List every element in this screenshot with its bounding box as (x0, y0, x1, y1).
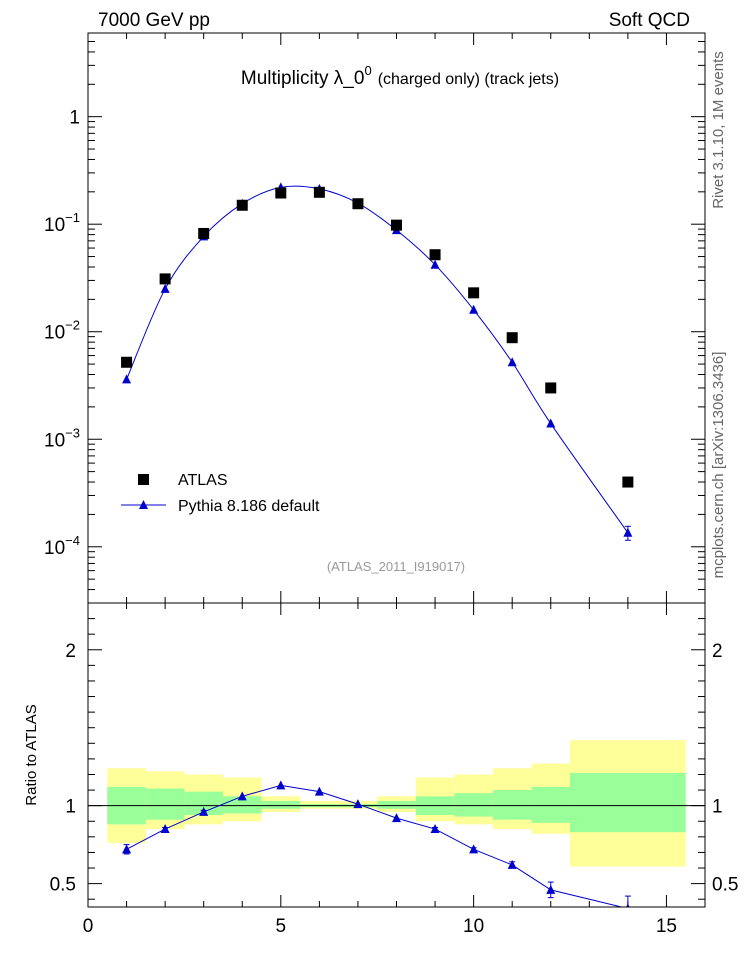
pythia-point (623, 527, 633, 537)
atlas-point (429, 249, 441, 261)
ratio-xtick-label: 10 (463, 916, 484, 937)
ratio-panel: 0 5 10 15 0.5 0.5 1 1 2 2 Ratio to ATLAS (23, 602, 738, 937)
atlas-point (236, 199, 248, 211)
ratio-pythia-point (353, 799, 363, 809)
ratio-pythia-point (507, 859, 517, 869)
atlas-point (391, 219, 402, 231)
ratio-ytick-label-left: 0.5 (50, 875, 76, 896)
legend-atlas-label: ATLAS (178, 472, 228, 489)
ratio-pythia-point (122, 844, 132, 854)
top-ytick-label: 10−2 (44, 318, 80, 344)
top-ytick-label: 10−4 (44, 533, 80, 559)
ratio-pythia-point (469, 844, 479, 854)
ratio-pythia-point (430, 824, 440, 834)
mcplots-label: mcplots.cern.ch [arXiv:1306.3436] (710, 352, 727, 579)
ratio-pythia-point (160, 824, 170, 834)
ratio-pythia-point (314, 786, 324, 796)
pythia-point (430, 259, 440, 269)
atlas-point (506, 332, 518, 344)
legend-pythia-label: Pythia 8.186 default (178, 498, 320, 515)
rivet-label: Rivet 3.1.10, 1M events (710, 51, 727, 209)
analysis-id: (ATLAS_2011_I919017) (327, 559, 465, 574)
ratio-ytick-label-right: 1 (712, 797, 723, 818)
plot-title-main: Multiplicity λ_0 (241, 68, 365, 89)
atlas-point (159, 273, 171, 285)
plot-title-suffix: (charged only) (track jets) (378, 71, 559, 88)
ratio-band-green (531, 786, 571, 823)
ratio-pythia-point (237, 791, 247, 801)
ratio-pythia-point (199, 806, 209, 816)
legend: ATLAS Pythia 8.186 default (121, 472, 320, 515)
top-panel: Multiplicity λ_00 (charged only) (track j… (44, 32, 706, 604)
ratio-ytick-label-left: 2 (65, 641, 76, 662)
atlas-point (121, 356, 133, 368)
ratio-band-green (377, 800, 416, 809)
top-frame (87, 32, 706, 604)
atlas-point (468, 287, 480, 299)
ratio-ytick-label-right: 2 (712, 641, 723, 662)
pythia-point (469, 304, 479, 314)
top-ytick-label: 1 (69, 108, 80, 129)
top-ytick-label: 10−3 (44, 425, 80, 451)
top-ytick-label: 10−1 (44, 210, 80, 236)
ratio-ytick-label-left: 1 (65, 797, 76, 818)
atlas-point (313, 186, 325, 198)
ratio-ytick-label-right: 0.5 (712, 875, 738, 896)
header-right: Soft QCD (609, 10, 690, 31)
pythia-point (122, 374, 132, 384)
atlas-point (352, 198, 364, 210)
pythia-point (546, 418, 556, 428)
ratio-pythia-point (546, 884, 556, 894)
ratio-xtick-label: 5 (276, 916, 287, 937)
atlas-point (198, 227, 210, 239)
ratio-band-green (145, 788, 185, 820)
ratio-xtick-label: 0 (83, 916, 94, 937)
pythia-point (507, 357, 517, 367)
ratio-band-green (261, 800, 301, 809)
atlas-point (275, 187, 287, 199)
ratio-frame (87, 602, 706, 908)
ratio-xtick-label: 15 (656, 916, 677, 937)
legend-atlas-marker (138, 474, 149, 485)
ratio-ylabel: Ratio to ATLAS (23, 704, 40, 805)
ratio-pythia-point (392, 813, 401, 823)
ratio-band-green (454, 793, 493, 817)
header-left: 7000 GeV pp (98, 10, 210, 31)
ratio-band-green (492, 790, 532, 820)
ratio-pythia-point (626, 903, 630, 907)
ratio-band-green (570, 772, 686, 833)
atlas-point (622, 476, 634, 488)
ratio-band-green (184, 791, 223, 816)
ratio-pythia-point (276, 780, 286, 790)
legend-pythia-marker (139, 500, 148, 509)
plot-title: Multiplicity λ_00 (charged only) (track j… (241, 63, 559, 89)
pythia-point (160, 283, 170, 293)
plot-title-sup: 0 (364, 63, 371, 78)
atlas-point (545, 382, 557, 394)
